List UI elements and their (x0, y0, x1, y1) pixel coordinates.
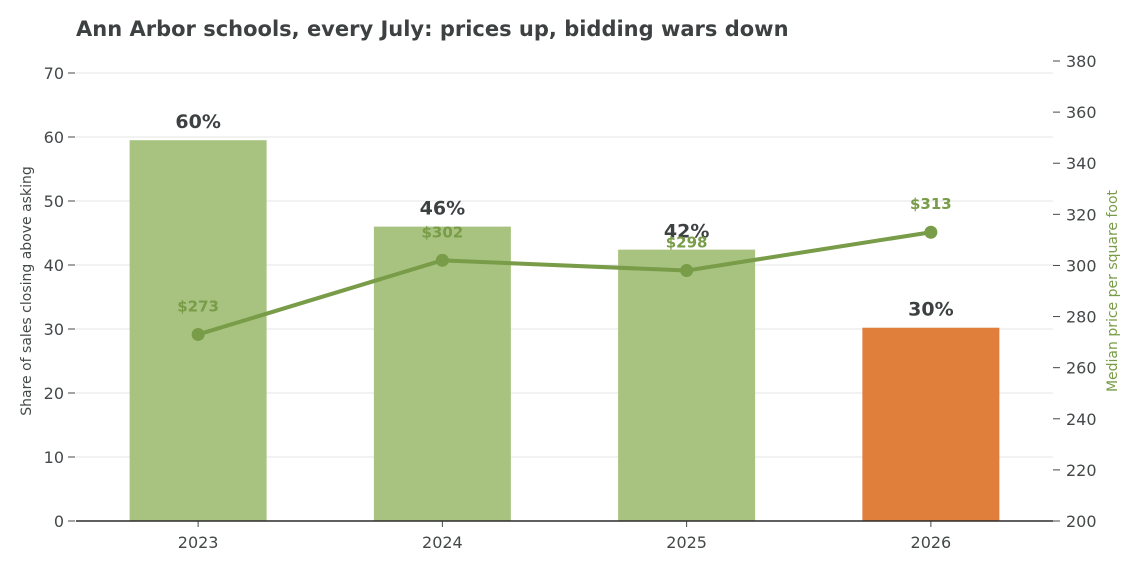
left-tick-label: 50 (44, 192, 64, 211)
left-axis-ticks: 0 10 20 30 40 50 60 70 (44, 64, 75, 531)
right-tick-label: 280 (1066, 308, 1097, 327)
left-tick-label: 0 (54, 512, 64, 531)
x-tick-label: 2026 (911, 533, 952, 552)
left-tick-label: 30 (44, 320, 64, 339)
price-value-label: $313 (910, 195, 952, 213)
x-tick-label: 2024 (422, 533, 463, 552)
x-tick-label: 2025 (666, 533, 707, 552)
left-tick-label: 60 (44, 128, 64, 147)
right-tick-label: 240 (1066, 410, 1097, 429)
bar-labels: 60% 46% 42% 30% (175, 111, 953, 321)
right-axis-ticks: 200 220 240 260 280 300 320 340 360 380 (1053, 52, 1097, 531)
bar-value-label: 60% (175, 111, 220, 133)
line-series (191, 225, 938, 341)
right-tick-label: 220 (1066, 461, 1097, 480)
left-tick-label: 70 (44, 64, 64, 83)
bar-value-label: 42% (664, 221, 709, 243)
left-tick-label: 10 (44, 448, 64, 467)
price-value-label: $298 (666, 234, 708, 252)
right-tick-label: 260 (1066, 359, 1097, 378)
bar-series (129, 140, 1000, 521)
bar-value-label: 46% (420, 198, 465, 220)
bar-2025 (618, 249, 756, 521)
y2-axis-label: Median price per square foot (1105, 189, 1121, 392)
chart-title: Ann Arbor schools, every July: prices up… (76, 17, 789, 41)
right-tick-label: 200 (1066, 512, 1097, 531)
right-tick-label: 320 (1066, 205, 1097, 224)
x-tick-label: 2023 (178, 533, 219, 552)
bar-value-label: 30% (908, 299, 953, 321)
right-tick-label: 380 (1066, 52, 1097, 71)
y-axis-label: Share of sales closing above asking (19, 166, 35, 415)
price-point-2024 (435, 253, 449, 267)
price-point-2026 (924, 225, 938, 239)
price-point-2023 (191, 327, 205, 341)
bar-2026 (862, 327, 1000, 521)
line-labels: $273 $302 $298 $313 (177, 195, 952, 315)
price-line (196, 230, 933, 337)
right-tick-label: 360 (1066, 103, 1097, 122)
bar-2024 (373, 226, 511, 521)
right-tick-label: 340 (1066, 154, 1097, 173)
price-value-label: $273 (177, 297, 219, 315)
right-tick-label: 300 (1066, 256, 1097, 275)
price-point-2025 (680, 264, 694, 278)
price-value-label: $302 (422, 223, 464, 241)
x-axis-ticks: 2023 2024 2025 2026 (178, 521, 951, 552)
left-tick-label: 20 (44, 384, 64, 403)
left-tick-label: 40 (44, 256, 64, 275)
